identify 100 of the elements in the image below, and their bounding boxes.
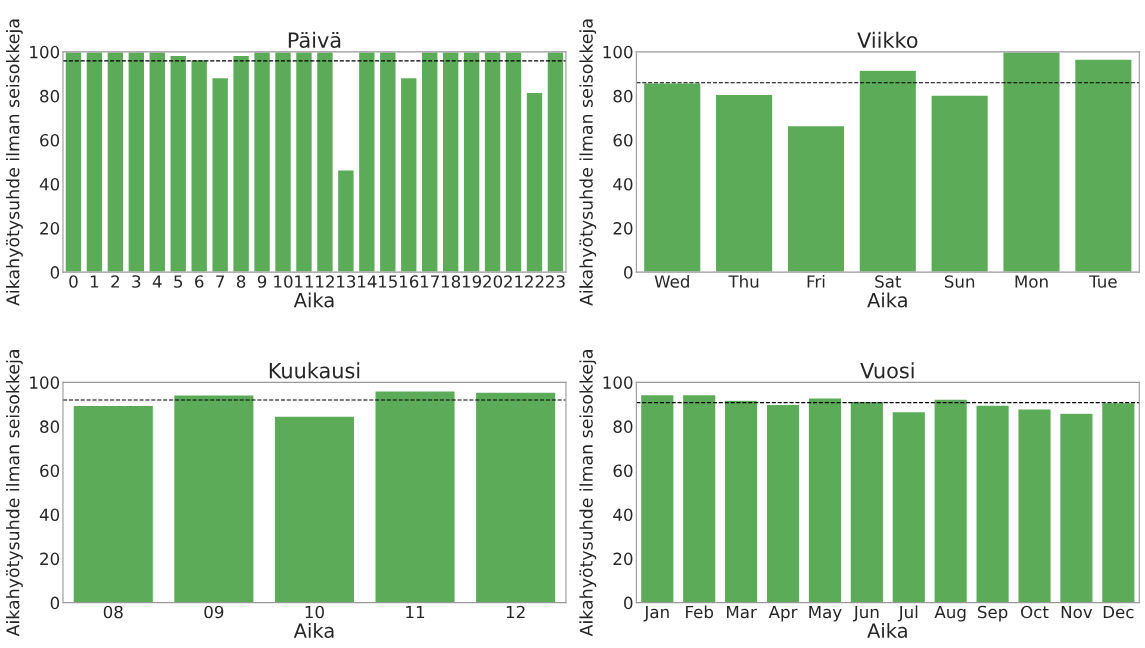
x-tick-label: 10: [305, 605, 324, 619]
bar: [211, 76, 230, 273]
bar: [714, 93, 774, 273]
x-axis-title: Aika: [293, 292, 334, 308]
x-tick-label: 19: [462, 275, 482, 288]
bar: [378, 51, 397, 273]
bar: [127, 51, 146, 273]
bar: [639, 393, 675, 603]
x-tick-label: Jan: [643, 605, 669, 622]
x-tick-label: 9: [257, 275, 267, 288]
bar: [681, 393, 717, 603]
x-tick-label: Jun: [852, 605, 879, 622]
x-tick-label: 12: [316, 275, 334, 288]
x-tick-label: 09: [204, 605, 224, 619]
bar: [172, 394, 255, 603]
x-tick-label: 1: [90, 275, 99, 288]
x-tick-label: Thu: [728, 274, 759, 288]
bar: [85, 51, 104, 273]
bar: [723, 399, 759, 603]
y-tick-label: 0: [624, 596, 633, 610]
bar: [106, 51, 125, 273]
y-tick-label: 80: [613, 420, 633, 433]
y-tick-label: 80: [40, 420, 60, 433]
x-tick-label: Wed: [654, 274, 689, 288]
y-tick-label: 0: [50, 266, 60, 279]
x-tick-label: 16: [399, 275, 419, 288]
bar: [849, 400, 885, 603]
x-tick-label: 20: [483, 275, 503, 288]
bar: [1002, 51, 1061, 273]
bar: [933, 398, 969, 603]
x-tick-label: Mar: [727, 605, 757, 619]
bar: [891, 410, 927, 603]
bar: [357, 51, 376, 273]
bar: [294, 51, 314, 273]
bar: [190, 58, 209, 273]
y-tick-label: 60: [613, 464, 633, 478]
bar: [148, 51, 167, 273]
y-tick-label: 20: [613, 552, 633, 566]
x-tick-label: Jul: [897, 605, 918, 622]
y-tick-label: 60: [40, 133, 60, 147]
chart-title: Viikko: [857, 31, 918, 48]
x-tick-label: 11: [406, 605, 425, 619]
y-tick-label: 60: [40, 464, 60, 478]
bar: [1058, 412, 1094, 603]
bar: [462, 51, 481, 273]
bar: [273, 415, 356, 603]
bar: [975, 404, 1011, 603]
bar: [420, 51, 439, 273]
x-tick-label: 4: [152, 275, 162, 288]
x-tick-label: Dec: [1103, 605, 1134, 619]
x-tick-label: 14: [358, 275, 377, 288]
y-tick-label: 100: [30, 45, 60, 59]
y-tick-label: 20: [40, 222, 60, 235]
bar: [441, 51, 460, 273]
x-tick-label: Mon: [1015, 275, 1048, 288]
x-axis-title: Aika: [293, 622, 334, 638]
x-tick-label: Feb: [686, 605, 714, 619]
x-tick-label: 5: [174, 275, 183, 288]
x-tick-label: 22: [525, 275, 544, 288]
x-tick-label: 8: [236, 275, 246, 288]
y-tick-label: 0: [50, 596, 60, 610]
y-tick-label: 20: [613, 222, 633, 235]
x-tick-label: 08: [103, 605, 123, 619]
x-tick-label: 3: [132, 275, 141, 288]
chart-title: Vuosi: [860, 362, 914, 379]
bar: [374, 390, 456, 603]
y-tick-label: 100: [30, 376, 60, 389]
x-tick-label: 21: [504, 275, 523, 288]
x-tick-label: 15: [379, 275, 397, 288]
y-axis-title: Aikahyötysuhde ilman seisokkeja: [6, 350, 23, 637]
bar: [807, 397, 843, 603]
x-tick-label: 11: [295, 275, 314, 288]
bar: [930, 94, 990, 273]
y-axis-title: Aikahyötysuhde ilman seisokkeja: [579, 350, 597, 637]
bar: [336, 169, 355, 273]
y-tick-label: 100: [603, 45, 633, 59]
x-tick-label: 13: [337, 275, 356, 288]
bar: [72, 404, 155, 603]
x-axis-title: Aika: [867, 292, 907, 308]
bar: [765, 403, 801, 603]
bar: [252, 51, 272, 273]
y-axis-title: Aikahyötysuhde ilman seisokkeja: [6, 19, 23, 306]
x-tick-label: 2: [111, 275, 119, 288]
y-tick-label: 40: [39, 177, 60, 191]
x-tick-label: Sat: [875, 275, 902, 288]
x-tick-label: 0: [69, 275, 78, 288]
bar: [1100, 401, 1136, 603]
bar: [232, 54, 251, 273]
x-tick-label: Apr: [768, 605, 798, 622]
x-tick-label: 6: [195, 275, 204, 288]
bar: [273, 51, 293, 273]
bar: [525, 91, 544, 273]
y-tick-label: 80: [613, 89, 633, 103]
bar: [474, 391, 557, 603]
x-axis-title: Aika: [867, 622, 907, 638]
bar: [504, 51, 523, 273]
chart-title: Päivä: [288, 31, 341, 48]
y-tick-label: 40: [613, 508, 633, 522]
x-tick-label: 10: [274, 275, 293, 288]
bar: [1073, 58, 1133, 273]
